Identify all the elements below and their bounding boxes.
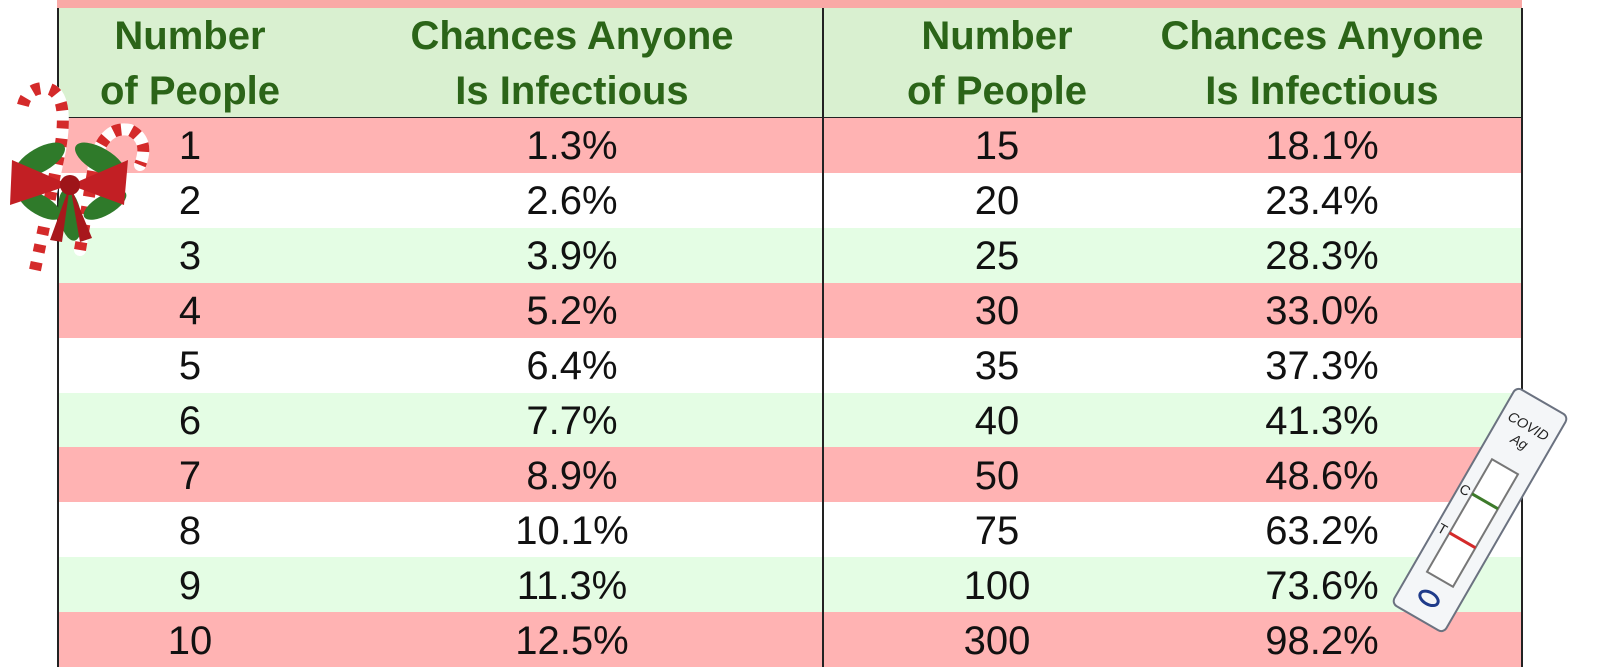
decorations: COVID Ag C T [0, 0, 1615, 667]
page: Numberof PeopleChances AnyoneIs Infectio… [0, 0, 1615, 667]
candy-canes [10, 88, 144, 270]
test-kit: COVID Ag C T [1392, 387, 1569, 634]
table: Numberof PeopleChances AnyoneIs Infectio… [0, 0, 1615, 667]
